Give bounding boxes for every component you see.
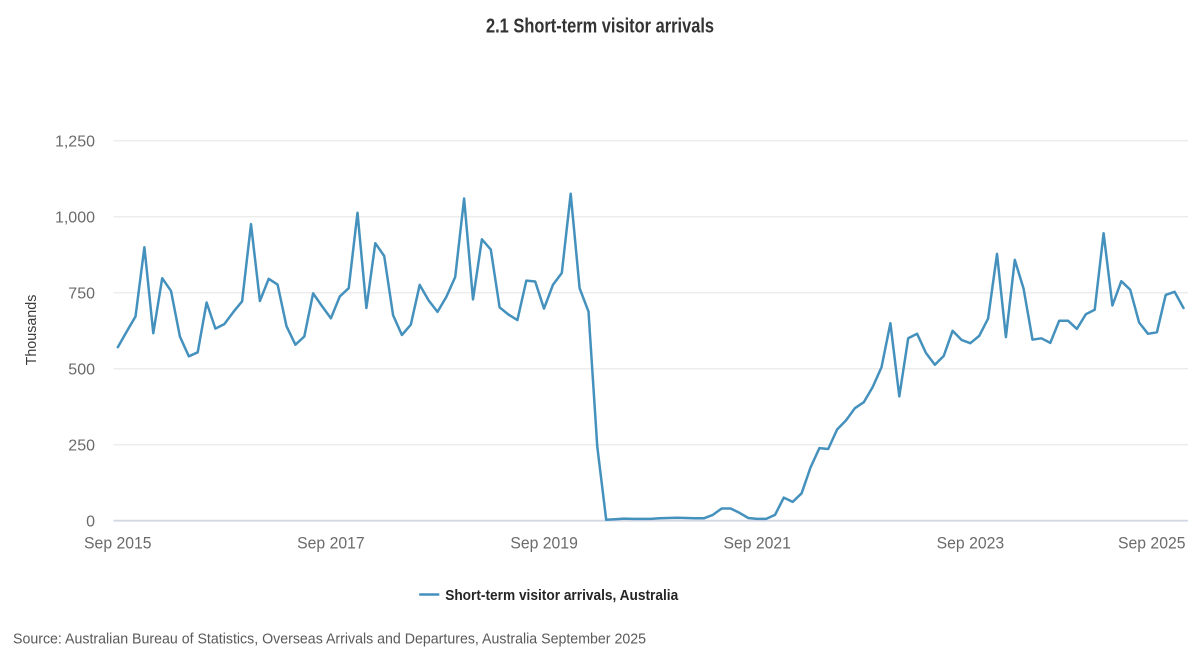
svg-text:Sep 2023: Sep 2023 xyxy=(937,534,1005,553)
svg-text:1,250: 1,250 xyxy=(55,134,95,151)
svg-text:Source: Australian Bureau of S: Source: Australian Bureau of Statistics,… xyxy=(13,632,646,648)
svg-text:1,000: 1,000 xyxy=(55,210,95,227)
svg-text:Sep 2015: Sep 2015 xyxy=(84,534,152,553)
svg-text:2.1 Short-term visitor arrival: 2.1 Short-term visitor arrivals xyxy=(486,16,714,38)
svg-text:500: 500 xyxy=(68,362,95,379)
svg-text:250: 250 xyxy=(68,438,95,455)
svg-text:Sep 2017: Sep 2017 xyxy=(297,534,365,553)
svg-text:0: 0 xyxy=(86,514,95,531)
svg-text:Sep 2021: Sep 2021 xyxy=(723,534,791,553)
svg-text:Sep 2019: Sep 2019 xyxy=(510,534,578,553)
svg-text:Sep 2025: Sep 2025 xyxy=(1118,534,1186,553)
svg-text:Thousands: Thousands xyxy=(24,295,40,366)
svg-text:Short-term visitor arrivals, A: Short-term visitor arrivals, Australia xyxy=(445,588,679,604)
svg-text:750: 750 xyxy=(68,286,95,303)
